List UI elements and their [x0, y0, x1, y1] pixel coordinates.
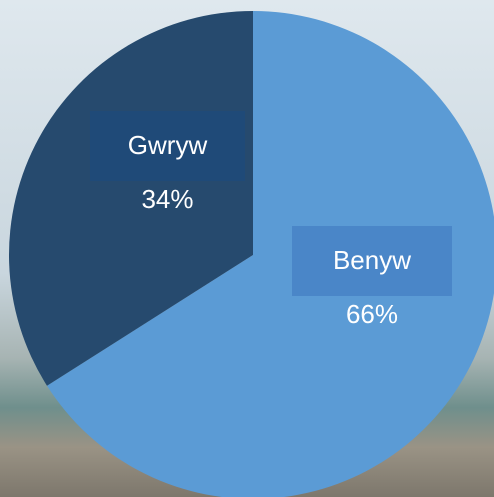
value-label: 34%: [141, 184, 193, 214]
pie-slice: [46, 11, 494, 497]
value-label: 66%: [346, 299, 398, 329]
label-box: [90, 111, 245, 181]
label-box: [292, 226, 452, 296]
category-label: Benyw: [333, 245, 411, 275]
category-label: Gwryw: [128, 130, 208, 160]
pie-slice: [9, 11, 253, 386]
